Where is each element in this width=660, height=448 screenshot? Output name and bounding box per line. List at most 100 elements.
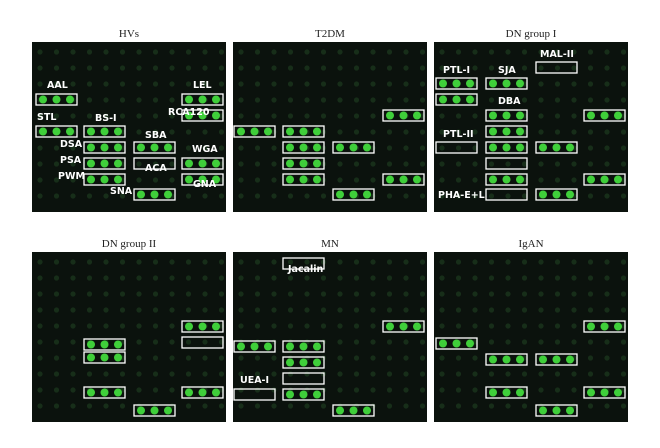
- spot: [86, 65, 93, 71]
- spot: [254, 371, 261, 377]
- spot: [521, 259, 528, 265]
- spot: [370, 323, 376, 329]
- spot: [370, 97, 376, 103]
- spot: [587, 307, 594, 313]
- spot: [169, 387, 175, 393]
- spot: [353, 371, 360, 377]
- spot: [271, 403, 277, 409]
- spot: [337, 339, 343, 345]
- positive-spot: [164, 190, 172, 199]
- spot: [337, 387, 343, 393]
- spot: [254, 355, 261, 361]
- spot: [53, 323, 60, 329]
- lectin-box: [83, 351, 126, 364]
- spot: [218, 129, 225, 135]
- positive-spot: [552, 355, 561, 364]
- positive-spot: [66, 127, 74, 136]
- spot: [439, 355, 445, 361]
- spot: [554, 371, 561, 377]
- spot: [271, 113, 277, 119]
- positive-spot: [286, 390, 294, 399]
- spot: [554, 161, 561, 167]
- spot: [238, 145, 244, 151]
- spot: [86, 371, 93, 377]
- spot: [119, 97, 126, 103]
- spot: [505, 161, 511, 167]
- lectin-box: [282, 125, 325, 138]
- spot: [521, 307, 528, 313]
- spot: [439, 129, 445, 135]
- spot: [136, 113, 142, 119]
- spot: [254, 113, 261, 119]
- spot: [271, 387, 277, 393]
- spot: [455, 387, 462, 393]
- spot: [254, 161, 261, 167]
- spot: [254, 291, 261, 297]
- spot: [505, 275, 511, 281]
- positive-spot: [114, 175, 122, 184]
- lectin-box: [332, 188, 375, 201]
- spot: [604, 65, 610, 71]
- positive-spot: [198, 322, 207, 331]
- spot: [254, 145, 261, 151]
- spot: [604, 81, 610, 87]
- spot: [554, 81, 561, 87]
- lectin-box: [83, 386, 126, 399]
- positive-spot: [502, 388, 511, 397]
- positive-spot: [198, 159, 207, 168]
- spot: [320, 403, 327, 409]
- spot: [53, 193, 60, 199]
- positive-spot: [313, 342, 321, 351]
- spot: [554, 291, 561, 297]
- spot: [53, 49, 60, 55]
- spot: [86, 259, 93, 265]
- spot: [37, 307, 43, 313]
- spot: [571, 81, 577, 87]
- positive-spot: [349, 190, 358, 199]
- spot: [37, 355, 43, 361]
- lectin-box: [435, 141, 478, 154]
- spot: [218, 259, 225, 265]
- spot: [169, 49, 175, 55]
- spot: [238, 371, 244, 377]
- spot: [287, 307, 294, 313]
- lectin-label: PWM: [58, 171, 85, 182]
- spot: [620, 161, 627, 167]
- panel-title: DN group II: [102, 238, 157, 250]
- spot: [37, 323, 43, 329]
- spot: [505, 49, 511, 55]
- spot: [202, 403, 208, 409]
- positive-spot: [198, 175, 207, 184]
- positive-spot: [566, 190, 574, 199]
- spot: [70, 113, 76, 119]
- spot: [554, 339, 561, 345]
- spot: [419, 371, 426, 377]
- spot: [587, 275, 594, 281]
- lectin-label: UEA-I: [240, 375, 269, 386]
- spot: [419, 355, 426, 361]
- positive-spot: [552, 406, 561, 415]
- spot: [604, 371, 610, 377]
- lectin-box: [83, 125, 126, 138]
- spot: [37, 259, 43, 265]
- positive-spot: [164, 406, 172, 415]
- spot: [521, 371, 528, 377]
- spot: [571, 387, 577, 393]
- spot: [587, 403, 594, 409]
- spot: [587, 259, 594, 265]
- spot: [353, 339, 360, 345]
- spot: [403, 387, 409, 393]
- lectin-label: PTL-I: [443, 65, 470, 76]
- positive-spot: [363, 406, 371, 415]
- spot: [136, 387, 142, 393]
- spot: [488, 65, 495, 71]
- spot: [169, 339, 175, 345]
- spot: [353, 307, 360, 313]
- spot: [202, 275, 208, 281]
- lectin-box: [133, 188, 176, 201]
- spot: [554, 323, 561, 329]
- lectin-box: [435, 77, 478, 90]
- spot: [86, 275, 93, 281]
- positive-spot: [198, 111, 207, 120]
- positive-spot: [313, 175, 321, 184]
